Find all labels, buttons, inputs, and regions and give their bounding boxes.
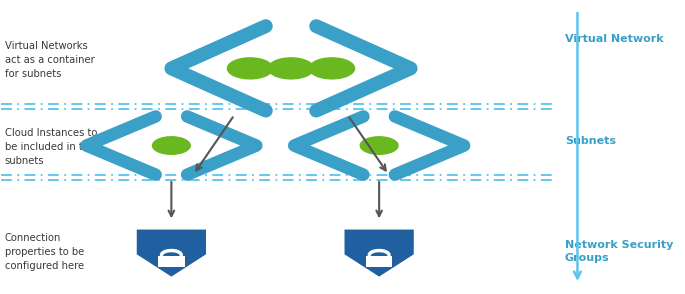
Bar [158, 256, 184, 267]
Text: Network Security
Groups: Network Security Groups [565, 240, 673, 263]
Circle shape [227, 58, 273, 79]
Text: Virtual Network: Virtual Network [565, 34, 664, 44]
Circle shape [269, 58, 314, 79]
Text: Connection
properties to be
configured here: Connection properties to be configured h… [5, 233, 84, 271]
Text: Cloud Instances to
be included in the
subnets: Cloud Instances to be included in the su… [5, 128, 97, 166]
Circle shape [360, 137, 398, 154]
Text: Virtual Networks
act as a container
for subnets: Virtual Networks act as a container for … [5, 41, 95, 78]
Circle shape [309, 58, 355, 79]
Polygon shape [345, 230, 414, 277]
Polygon shape [137, 230, 206, 277]
Text: Subnets: Subnets [565, 136, 616, 146]
Bar [366, 256, 393, 267]
Circle shape [153, 137, 190, 154]
